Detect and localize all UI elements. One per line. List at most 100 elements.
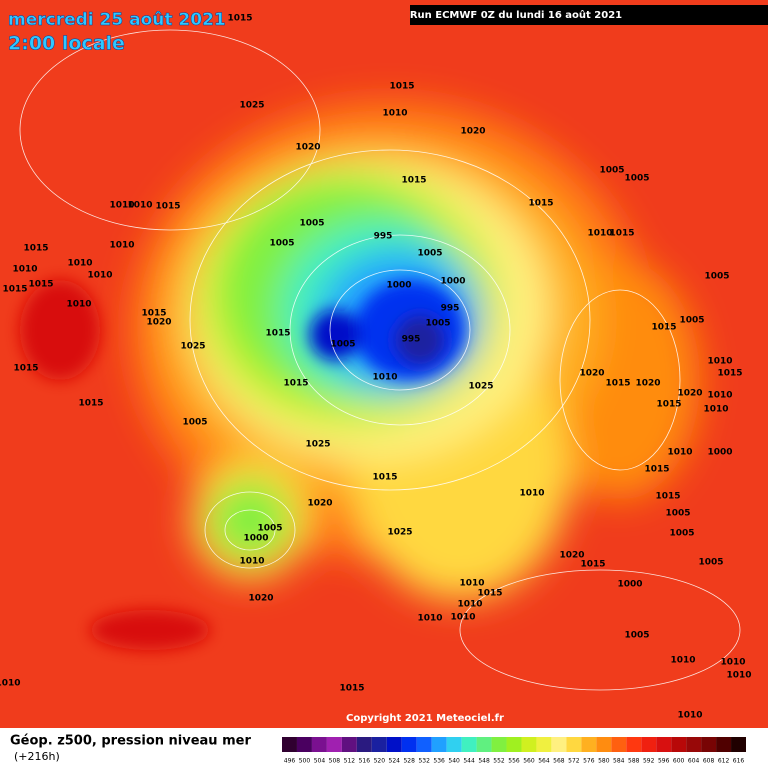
isobar-label: 1015 — [372, 473, 397, 483]
isobar-label: 1010 — [87, 271, 112, 281]
colorbar-label: 576 — [583, 758, 595, 765]
colorbar-label: 528 — [403, 758, 415, 765]
isobar-label: 1005 — [679, 316, 704, 326]
isobar-label: 1010 — [66, 300, 91, 310]
isobar-label: 1015 — [2, 285, 27, 295]
isobar-label: 1015 — [656, 400, 681, 410]
local-time: 2:00 locale — [8, 33, 125, 55]
isobar-label: 1005 — [665, 509, 690, 519]
date: mercredi 25 août 2021 — [8, 10, 226, 30]
colorbar-label: 612 — [718, 758, 730, 765]
colorbar-swatch — [731, 737, 746, 752]
isobar-label: 1025 — [305, 440, 330, 450]
isobar-label: 1000 — [617, 580, 642, 590]
isobar-label: 1020 — [677, 389, 702, 399]
isobar-label: 1015 — [477, 589, 502, 599]
colorbar-label: 596 — [658, 758, 670, 765]
isobar-label: 1015 — [605, 379, 630, 389]
colorbar-label: 500 — [299, 758, 311, 765]
isobar-label: 1005 — [704, 272, 729, 282]
isobar-label: 1010 — [726, 671, 751, 681]
colorbar-swatch — [656, 737, 672, 752]
run-info: Run ECMWF 0Z du lundi 16 août 2021 — [410, 9, 622, 21]
colorbar-swatch — [476, 737, 492, 752]
isobar-label: 1015 — [528, 199, 553, 209]
isobar-label: 1000 — [440, 277, 465, 287]
isobar-label: 1010 — [720, 658, 745, 668]
isobar-label: 1015 — [339, 684, 364, 694]
colorbar-label: 580 — [598, 758, 610, 765]
isobar-label: 1020 — [460, 127, 485, 137]
colorbar-label: 540 — [448, 758, 460, 765]
colorbar-swatch — [536, 737, 552, 752]
isobar-label: 1020 — [295, 143, 320, 153]
colorbar-swatch — [551, 737, 567, 752]
isobar-label: 1010 — [382, 109, 407, 119]
isobar-label: 1015 — [155, 202, 180, 212]
colorbar-swatch — [641, 737, 657, 752]
colorbar-swatch — [326, 737, 342, 752]
colorbar-label: 572 — [568, 758, 580, 765]
colorbar-swatch — [626, 737, 642, 752]
colorbar-swatch — [671, 737, 687, 752]
isobar-label: 1015 — [227, 14, 252, 24]
colorbar-label: 592 — [643, 758, 655, 765]
copyright: Copyright 2021 Meteociel.fr — [346, 713, 504, 724]
colorbar-swatch — [431, 737, 447, 752]
colorbar-label: 544 — [463, 758, 475, 765]
colorbar-label: 504 — [314, 758, 326, 765]
run-bar — [410, 5, 768, 25]
colorbar-label: 568 — [553, 758, 565, 765]
isobar-label: 1010 — [707, 357, 732, 367]
isobar-labels: 1015102510151010102010201015100510051015… — [0, 14, 752, 721]
isobar-label: 1005 — [330, 340, 355, 350]
isobar-label: 1015 — [265, 329, 290, 339]
isobar-label: 1000 — [707, 448, 732, 458]
colorbar-swatch — [386, 737, 402, 752]
colorbar-label: 600 — [673, 758, 685, 765]
isobar-label: 1015 — [389, 82, 414, 92]
isobar-label: 1015 — [28, 280, 53, 290]
isobar-label: 1010 — [519, 489, 544, 499]
colorbar-swatch — [701, 737, 717, 752]
colorbar-swatch — [282, 737, 297, 752]
isobar-label: 1010 — [707, 391, 732, 401]
colorbar-label: 608 — [703, 758, 715, 765]
isobar-label: 1010 — [0, 679, 21, 689]
colorbar-label: 508 — [329, 758, 341, 765]
isobar-label: 1010 — [127, 201, 152, 211]
colorbar-label: 616 — [733, 758, 745, 765]
isobar-label: 1010 — [670, 656, 695, 666]
isobar-label: 1015 — [717, 369, 742, 379]
isobar-label: 1005 — [257, 524, 282, 534]
isobar-label: 1010 — [459, 579, 484, 589]
colorbar-label: 536 — [433, 758, 445, 765]
isobar-label: 1020 — [307, 499, 332, 509]
colorbar-label: 512 — [344, 758, 356, 765]
colorbar-label: 588 — [628, 758, 640, 765]
isobar-label: 1015 — [655, 492, 680, 502]
isobar-label: 1005 — [669, 529, 694, 539]
isobar-label: 1010 — [450, 613, 475, 623]
colorbar-swatch — [401, 737, 417, 752]
colorbar-label: 496 — [284, 758, 296, 765]
colorbar-label: 564 — [538, 758, 550, 765]
isobar-label: 1015 — [283, 379, 308, 389]
colorbar-swatch — [611, 737, 627, 752]
colorbar-swatch — [446, 737, 462, 752]
colorbar-label: 584 — [613, 758, 625, 765]
isobar-label: 1005 — [417, 249, 442, 259]
isobar-label: 1015 — [651, 323, 676, 333]
isobar-label: 1005 — [599, 166, 624, 176]
colorbar-swatch — [356, 737, 372, 752]
colorbar-label: 548 — [478, 758, 490, 765]
isobar-label: 1010 — [587, 229, 612, 239]
colorbar-swatch — [341, 737, 357, 752]
isobar-label: 1005 — [269, 239, 294, 249]
isobar-label: 1015 — [609, 229, 634, 239]
isobar-label: 1020 — [635, 379, 660, 389]
isobar-label: 1020 — [559, 551, 584, 561]
isobar-label: 1005 — [299, 219, 324, 229]
colorbar-label: 532 — [418, 758, 430, 765]
